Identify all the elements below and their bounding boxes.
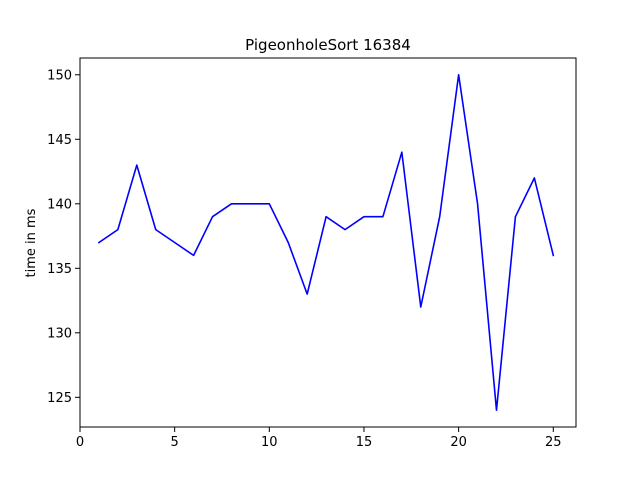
plot-frame — [79, 57, 577, 428]
chart-title: PigeonholeSort 16384 — [245, 36, 411, 54]
y-axis-ticks: 125 130 135 140 145 150 — [47, 68, 80, 406]
y-tick-label: 135 — [47, 262, 72, 277]
x-tick-label: 25 — [545, 435, 562, 450]
x-tick-label: 5 — [171, 435, 179, 450]
y-tick-label: 140 — [47, 197, 72, 212]
series-line — [97, 73, 555, 412]
x-tick-label: 0 — [76, 435, 84, 450]
y-axis-label: time in ms — [24, 208, 39, 277]
y-tick-label: 150 — [47, 68, 72, 83]
x-axis-ticks: 0 5 10 15 20 25 — [76, 427, 562, 450]
x-tick-label: 15 — [356, 435, 373, 450]
y-tick-label: 130 — [47, 326, 72, 341]
y-tick-label: 145 — [47, 133, 72, 148]
x-tick-label: 20 — [450, 435, 467, 450]
x-tick-label: 10 — [261, 435, 278, 450]
y-tick-label: 125 — [47, 391, 72, 406]
series-layer — [97, 73, 555, 412]
